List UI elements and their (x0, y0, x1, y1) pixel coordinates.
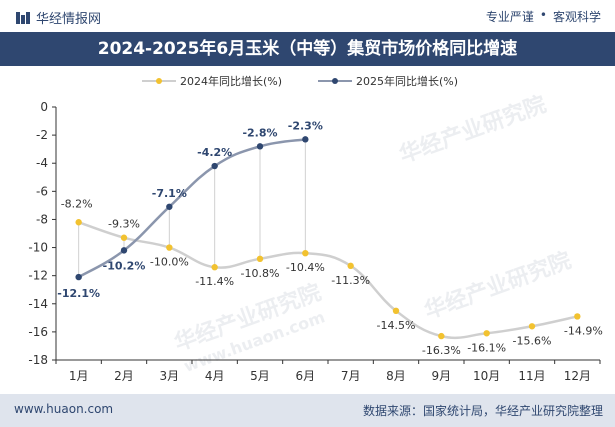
series-2024-point (347, 262, 354, 270)
series-2024-data-label: -15.6% (513, 334, 552, 347)
x-tick-label: 10月 (473, 369, 500, 383)
x-tick-label: 11月 (518, 369, 545, 383)
series-2025-data-label: -12.1% (57, 287, 100, 300)
y-tick-label: -14 (28, 297, 48, 311)
title-bar: 2024-2025年6月玉米（中等）集贸市场价格同比增速 (0, 32, 615, 66)
footer: www.huaon.com 数据来源：国家统计局，华经产业研究院整理 (0, 394, 615, 427)
line-chart: 2024年同比增长(%) 2025年同比增长(%)0-2-4-6-8-10-12-… (28, 74, 603, 383)
series-2025-point (120, 247, 128, 254)
chart-title: 2024-2025年6月玉米（中等）集贸市场价格同比增速 (97, 39, 518, 59)
x-tick-label: 4月 (205, 369, 225, 383)
x-tick-label: 3月 (160, 369, 180, 383)
footer-source: 数据来源：国家统计局，华经产业研究院整理 (362, 404, 603, 418)
brand-logo-icon (16, 11, 30, 24)
series-2024-point (392, 307, 400, 315)
legend-2025-label: 2025年同比增长(%) (356, 74, 458, 88)
y-tick-label: -8 (36, 212, 48, 226)
series-2024-data-label: -11.3% (331, 274, 370, 287)
y-tick-label: -18 (28, 353, 48, 367)
series-2025-data-label: -2.8% (242, 126, 277, 139)
x-tick-label: 8月 (386, 369, 406, 383)
y-tick-label: -4 (36, 156, 48, 170)
series-2024-data-label: -14.5% (377, 319, 416, 332)
series-2025-point (302, 136, 309, 143)
series-2025-line (78, 138, 306, 279)
top-bar: 华经情报网 专业严谨 • 客观科学 (0, 0, 615, 32)
y-tick-label: 0 (40, 100, 48, 114)
series-2025-point (256, 143, 264, 150)
footer-website[interactable]: www.huaon.com (14, 402, 114, 416)
series-2024-point (302, 249, 309, 257)
brand-name: 华经情报网 (36, 12, 102, 27)
series-2024-point (438, 332, 445, 340)
series-2025-data-label: -10.2% (103, 259, 146, 272)
series-2024-data-label: -10.0% (150, 256, 189, 269)
series-2025-point (75, 273, 82, 281)
series-2025-point (211, 162, 218, 170)
x-tick-label: 9月 (432, 369, 452, 383)
x-tick-label: 12月 (564, 369, 591, 383)
series-2025-data-label: -4.2% (197, 146, 232, 159)
series-2024-point (256, 255, 264, 262)
tag-objective: 客观科学 (552, 10, 601, 24)
series-2024-point (574, 313, 581, 320)
series-2024-line (78, 221, 578, 340)
series-2024-point (211, 264, 218, 271)
series-2024-data-label: -16.3% (422, 344, 461, 357)
x-tick-label: 7月 (341, 369, 361, 383)
series-2024-point (483, 330, 490, 337)
x-tick-label: 5月 (250, 369, 270, 383)
series-2024-point (166, 244, 173, 251)
y-tick-label: -16 (28, 325, 48, 339)
series-2024-data-label: -8.2% (61, 197, 93, 210)
y-tick-label: -10 (28, 241, 48, 255)
x-tick-label: 6月 (296, 369, 316, 383)
series-2024-data-label: -9.3% (108, 218, 140, 231)
series-2024-data-label: -10.8% (241, 267, 280, 280)
legend-2024-label: 2024年同比增长(%) (180, 74, 282, 88)
y-tick-label: -2 (36, 128, 48, 142)
tag-professional: 专业严谨 (485, 10, 534, 24)
series-2024-point (528, 323, 536, 330)
y-tick-label: -12 (28, 269, 48, 283)
legend-2024-marker-icon (156, 78, 162, 84)
series-2025-point (166, 203, 173, 210)
series-2024-point (120, 234, 128, 241)
tag-separator-icon: • (539, 8, 547, 22)
brand: 华经情报网 (16, 8, 101, 27)
x-tick-label: 2月 (114, 369, 134, 383)
series-2024-point (75, 219, 82, 226)
x-tick-label: 1月 (69, 369, 89, 383)
series-2025-data-label: -7.1% (152, 187, 187, 200)
legend-2025-marker-icon (332, 78, 338, 84)
series-2024-data-label: -16.1% (467, 341, 506, 354)
series-2024-data-label: -14.9% (564, 324, 603, 337)
header-tags: 专业严谨 • 客观科学 (486, 8, 601, 25)
series-2024-data-label: -10.4% (286, 261, 325, 274)
series-2024-data-label: -11.4% (195, 275, 234, 288)
series-2025-data-label: -2.3% (288, 119, 323, 132)
y-tick-label: -6 (36, 184, 48, 198)
